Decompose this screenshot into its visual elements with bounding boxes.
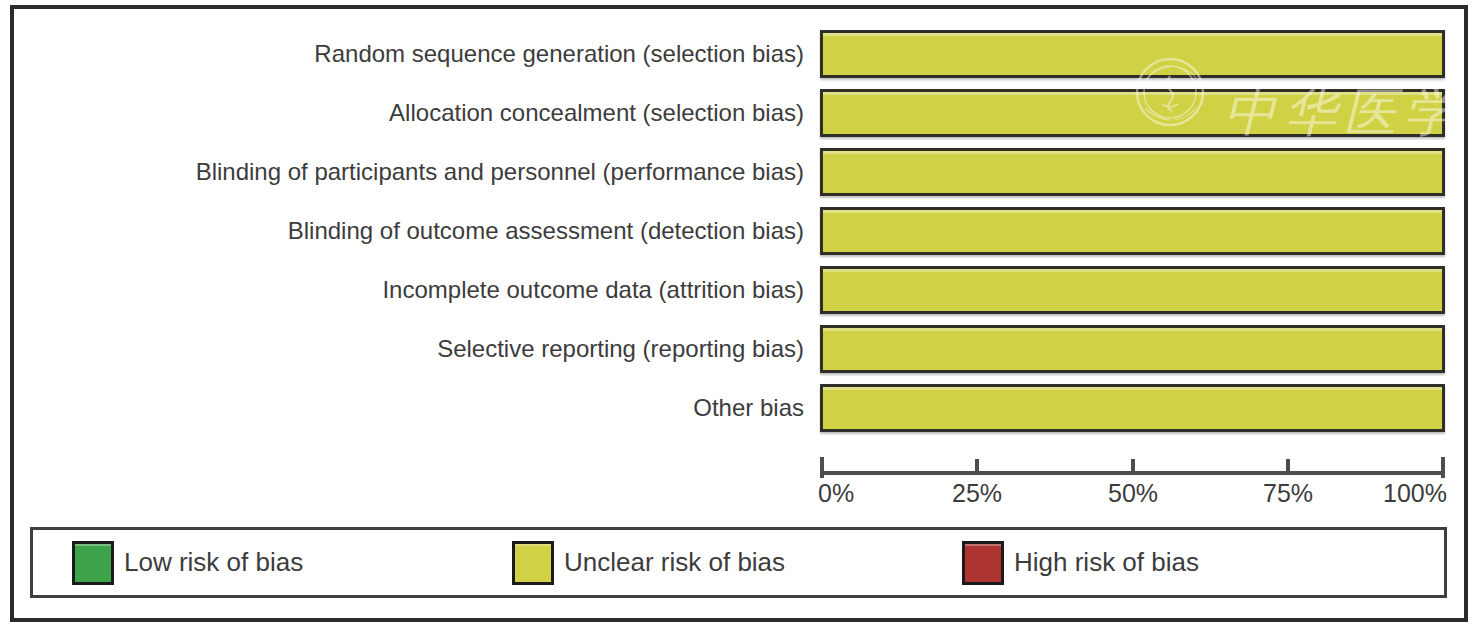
x-axis-tick-label: 100% <box>1383 479 1447 508</box>
bias-category-label: Blinding of outcome assessment (detectio… <box>14 207 804 255</box>
bias-category-label: Other bias <box>14 384 804 432</box>
bar-segment-unclear-risk <box>823 33 1442 75</box>
x-axis-tick-label: 25% <box>952 479 1002 508</box>
bias-row: Incomplete outcome data (attrition bias) <box>14 266 1464 314</box>
legend-swatch-low-risk <box>72 541 114 585</box>
bias-category-label: Incomplete outcome data (attrition bias) <box>14 266 804 314</box>
x-axis-tick-label: 0% <box>818 479 854 508</box>
x-axis-tick-label: 50% <box>1108 479 1158 508</box>
legend-swatch-high-risk <box>962 541 1004 585</box>
bias-bar <box>820 89 1445 137</box>
x-axis-tick <box>1286 459 1290 475</box>
bias-bar <box>820 148 1445 196</box>
bar-segment-unclear-risk <box>823 387 1442 429</box>
x-axis-tick <box>975 459 979 475</box>
x-axis: 0% 25% 50% 75% 100% <box>820 457 1445 521</box>
x-axis-tick <box>1131 459 1135 475</box>
bias-bar <box>820 325 1445 373</box>
bias-category-label: Selective reporting (reporting bias) <box>14 325 804 373</box>
legend-item-label: Unclear risk of bias <box>564 547 785 578</box>
chart-frame: Random sequence generation (selection bi… <box>10 5 1468 622</box>
legend: Low risk of bias Unclear risk of bias Hi… <box>30 527 1447 598</box>
bias-bar <box>820 30 1445 78</box>
legend-item: Unclear risk of bias <box>512 530 785 595</box>
risk-of-bias-graph: Random sequence generation (selection bi… <box>0 0 1477 636</box>
bias-row: Blinding of outcome assessment (detectio… <box>14 207 1464 255</box>
bias-bar <box>820 384 1445 432</box>
bias-row: Other bias <box>14 384 1464 432</box>
bias-row: Blinding of participants and personnel (… <box>14 148 1464 196</box>
legend-swatch-unclear-risk <box>512 541 554 585</box>
bias-bar <box>820 266 1445 314</box>
bias-row: Allocation concealment (selection bias) <box>14 89 1464 137</box>
bias-row: Random sequence generation (selection bi… <box>14 30 1464 78</box>
legend-item-label: Low risk of bias <box>124 547 303 578</box>
bar-segment-unclear-risk <box>823 210 1442 252</box>
bias-bar <box>820 207 1445 255</box>
x-axis-tick-label: 75% <box>1263 479 1313 508</box>
bias-category-label: Allocation concealment (selection bias) <box>14 89 804 137</box>
legend-item-label: High risk of bias <box>1014 547 1199 578</box>
bias-row: Selective reporting (reporting bias) <box>14 325 1464 373</box>
bar-segment-unclear-risk <box>823 269 1442 311</box>
x-axis-tick <box>1441 457 1445 478</box>
bar-segment-unclear-risk <box>823 328 1442 370</box>
bar-segment-unclear-risk <box>823 151 1442 193</box>
bar-segment-unclear-risk <box>823 92 1442 134</box>
bias-category-label: Blinding of participants and personnel (… <box>14 148 804 196</box>
legend-item: High risk of bias <box>962 530 1199 595</box>
legend-item: Low risk of bias <box>72 530 303 595</box>
x-axis-tick <box>820 457 824 478</box>
bias-category-label: Random sequence generation (selection bi… <box>14 30 804 78</box>
